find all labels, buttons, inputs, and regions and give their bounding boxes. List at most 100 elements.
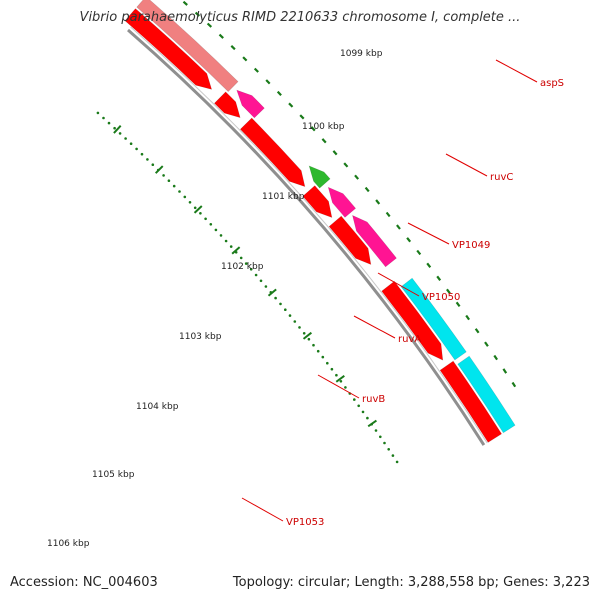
tick-dash	[455, 301, 461, 308]
forward-gene-block	[439, 360, 503, 443]
tick-dot	[383, 441, 386, 445]
forward-strand	[124, 8, 503, 443]
tick-dot	[199, 212, 202, 215]
tick-dot	[107, 121, 111, 125]
kbp-tick-mark	[113, 125, 122, 134]
kbp-label: 1100 kbp	[302, 122, 345, 132]
forward-gene-block	[213, 91, 241, 119]
tick-dot	[259, 279, 263, 283]
tick-dot	[162, 174, 165, 177]
forward-gene-block	[328, 215, 372, 266]
tick-dot	[321, 355, 325, 359]
kbp-label: 1102 kbp	[221, 262, 264, 272]
tick-dot	[214, 228, 218, 232]
gene-label-ruvB: ruvB	[362, 394, 385, 405]
tick-dot	[204, 217, 207, 221]
tick-dash	[406, 237, 412, 243]
tick-dot	[302, 332, 306, 335]
tick-dot	[172, 184, 176, 188]
tick-dot	[391, 454, 395, 457]
forward-gene-block	[124, 8, 213, 90]
tick-dash	[276, 90, 282, 96]
tick-dash	[436, 275, 442, 281]
kbp-tick-mark	[267, 288, 277, 297]
tick-dot	[307, 337, 311, 341]
kbp-labels: 1099 kbp 1100 kbp 1101 kbp 1102 kbp 1103…	[47, 49, 383, 549]
gene-label-ruvC: ruvC	[490, 172, 513, 183]
tick-dash	[375, 199, 381, 205]
tick-dot	[118, 132, 122, 135]
map-title: Vibrio parahaemolyticus RIMD 2210633 chr…	[79, 10, 521, 25]
tick-dash	[206, 22, 213, 28]
accession-info: Accession: NC_004603	[8, 575, 160, 590]
reverse-gene-block	[400, 277, 467, 361]
tick-dash	[426, 262, 432, 268]
tick-dash	[343, 162, 349, 168]
tick-dot	[140, 152, 144, 156]
tick-dash	[230, 45, 236, 51]
tick-dot	[379, 435, 382, 439]
inner-dash-ticks	[182, 0, 517, 388]
kbp-tick-mark	[231, 246, 241, 255]
tick-dash	[502, 368, 508, 374]
reverse-gene-block	[236, 89, 265, 119]
forward-gene-block	[381, 280, 444, 361]
backbone	[127, 26, 488, 446]
kbp-label: 1103 kbp	[179, 332, 222, 342]
reverse-strand	[136, 0, 516, 434]
tick-dash	[385, 211, 391, 218]
tick-dash	[253, 67, 259, 73]
tick-dot	[284, 308, 287, 312]
kbp-label: 1105 kbp	[92, 470, 135, 480]
tick-dot	[353, 398, 356, 401]
tick-dot	[316, 349, 320, 353]
tick-dot	[124, 137, 127, 140]
tick-dot	[298, 326, 301, 329]
kbp-tick-mark	[154, 165, 164, 174]
tick-dot	[264, 285, 268, 288]
tick-dot	[344, 386, 347, 389]
kbp-label: 1099 kbp	[340, 49, 383, 59]
tick-dot	[193, 206, 197, 210]
gene-label-VP1049: VP1049	[452, 240, 490, 251]
tick-dot	[129, 142, 133, 145]
tick-dot	[274, 296, 277, 300]
tick-dot	[395, 460, 399, 464]
gene-label-ruvA: ruvA	[398, 334, 421, 345]
tick-dot	[219, 234, 223, 237]
tick-dot	[339, 380, 343, 383]
tick-dot	[239, 256, 243, 260]
tick-dot	[335, 373, 338, 377]
tick-dot	[188, 201, 192, 204]
kbp-label: 1106 kbp	[47, 539, 90, 549]
tick-dot	[102, 116, 105, 120]
tick-dash	[182, 0, 188, 6]
forward-gene-block	[239, 117, 306, 188]
tick-dash	[364, 186, 370, 193]
tick-dot	[293, 320, 297, 323]
reverse-gene-block	[136, 0, 239, 93]
tick-dot	[244, 262, 248, 265]
tick-dash	[474, 328, 480, 334]
gene-label-VP1050: VP1050	[422, 292, 460, 303]
label-leaders	[241, 59, 538, 522]
tick-dash	[332, 150, 338, 156]
tick-dash	[310, 126, 316, 132]
kbp-tick-mark	[302, 331, 313, 340]
outer-dot-ticks	[96, 111, 399, 464]
gene-label-VP1053: VP1053	[286, 517, 324, 528]
tick-dot	[135, 147, 138, 151]
tick-dot	[249, 268, 253, 271]
backbone-arc-inner	[130, 26, 488, 444]
backbone-arc	[127, 28, 486, 446]
tick-dot	[224, 239, 228, 243]
kbp-label: 1101 kbp	[262, 192, 305, 202]
forward-gene-block	[302, 185, 333, 218]
tick-dash	[493, 354, 499, 361]
tick-dot	[330, 367, 334, 371]
tick-dot	[387, 448, 391, 451]
tick-dot	[326, 361, 329, 365]
kbp-tick-mark	[367, 419, 377, 428]
